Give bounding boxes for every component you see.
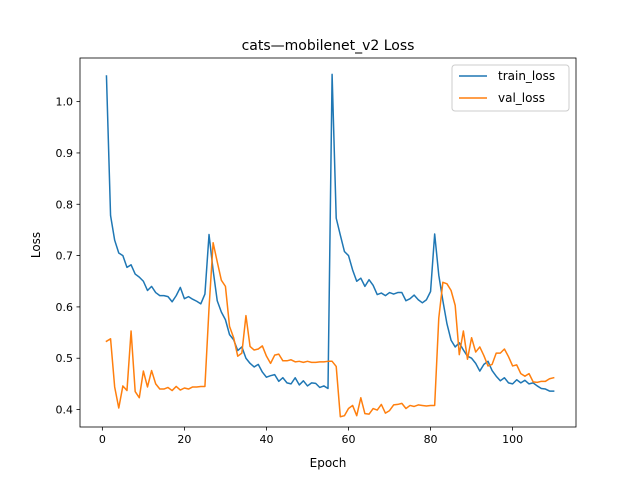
y-tick-label: 0.4 [56,404,74,417]
plot-area [79,57,577,428]
legend: train_loss val_loss [451,64,570,112]
y-tick-label: 0.5 [56,352,74,365]
x-tick-label: 80 [424,433,438,446]
x-axis-label: Epoch [310,456,347,470]
chart-title: cats—mobilenet_v2 Loss [242,38,415,54]
legend-label-val-loss: val_loss [498,91,545,105]
legend-label-train-loss: train_loss [498,69,555,83]
x-tick-label: 20 [177,433,191,446]
y-tick-label: 0.9 [56,147,74,160]
axis-ticks: 0 20 40 60 80 100 0.4 0.5 0.6 0.7 0.8 0.9 1.0 [56,96,524,446]
axes-frame [79,57,577,428]
x-tick-label: 60 [342,433,356,446]
y-tick-label: 1.0 [56,96,74,109]
y-axis-label: Loss [29,232,43,258]
y-tick-label: 0.7 [56,250,74,263]
x-tick-label: 0 [99,433,106,446]
series-line-val-loss [105,242,555,418]
y-tick-label: 0.6 [56,301,74,314]
y-tick-label: 0.8 [56,198,74,211]
x-tick-label: 40 [259,433,273,446]
x-tick-label: 100 [502,433,523,446]
series-line-train-loss [105,73,555,392]
